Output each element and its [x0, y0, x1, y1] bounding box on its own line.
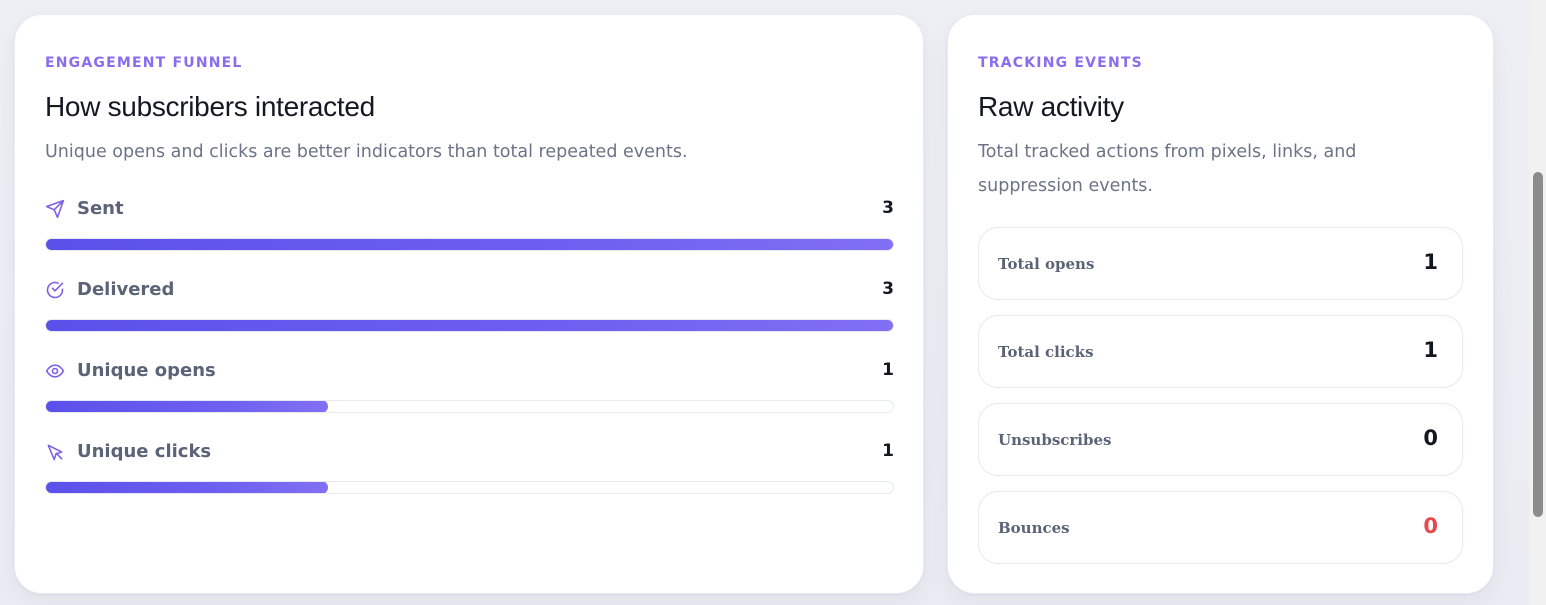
event-value: 0 [1423, 426, 1438, 450]
funnel-bar-fill [46, 320, 893, 331]
funnel-eyebrow: ENGAGEMENT FUNNEL [45, 55, 243, 71]
send-icon [45, 199, 65, 219]
check-circle-icon [45, 280, 65, 300]
event-tile-bounces: Bounces 0 [978, 491, 1463, 564]
funnel-row-unique-clicks: Unique clicks 1 [45, 441, 894, 494]
funnel-label: Delivered [77, 279, 175, 300]
funnel-row-unique-opens: Unique opens 1 [45, 360, 894, 413]
engagement-funnel-card: ENGAGEMENT FUNNEL How subscribers intera… [14, 14, 924, 594]
event-value-bounces: 0 [1423, 514, 1438, 538]
tracking-subtitle: Total tracked actions from pixels, links… [978, 142, 1357, 196]
event-value: 1 [1423, 338, 1438, 362]
funnel-value: 3 [882, 198, 894, 218]
funnel-value: 3 [882, 279, 894, 299]
event-label: Total clicks [998, 343, 1094, 361]
tracking-eyebrow: TRACKING EVENTS [978, 55, 1143, 71]
eye-icon [45, 361, 65, 381]
funnel-value: 1 [882, 441, 894, 461]
funnel-bar-track [45, 400, 894, 413]
event-tile-unsubscribes: Unsubscribes 0 [978, 403, 1463, 476]
funnel-row-delivered: Delivered 3 [45, 279, 894, 332]
event-tile-total-clicks: Total clicks 1 [978, 315, 1463, 388]
funnel-bar-track [45, 319, 894, 332]
funnel-label: Sent [77, 198, 124, 219]
funnel-bar-fill [46, 482, 328, 493]
funnel-subtitle: Unique opens and clicks are better indic… [45, 142, 688, 162]
cursor-click-icon [45, 442, 65, 462]
funnel-label: Unique clicks [77, 441, 212, 462]
event-label: Total opens [998, 255, 1095, 273]
event-value: 1 [1423, 250, 1438, 274]
funnel-value: 1 [882, 360, 894, 380]
funnel-bar-track [45, 238, 894, 251]
funnel-bar-fill [46, 401, 328, 412]
tracking-events-card: TRACKING EVENTS Raw activity Total track… [947, 14, 1494, 594]
funnel-title: How subscribers interacted [45, 91, 375, 122]
scrollbar-thumb[interactable] [1533, 172, 1543, 517]
tracking-title: Raw activity [978, 91, 1124, 122]
funnel-bar-track [45, 481, 894, 494]
event-label: Bounces [998, 519, 1070, 537]
funnel-row-sent: Sent 3 [45, 198, 894, 251]
funnel-label: Unique opens [77, 360, 216, 381]
event-label: Unsubscribes [998, 431, 1112, 449]
event-tile-total-opens: Total opens 1 [978, 227, 1463, 300]
funnel-bar-fill [46, 239, 893, 250]
